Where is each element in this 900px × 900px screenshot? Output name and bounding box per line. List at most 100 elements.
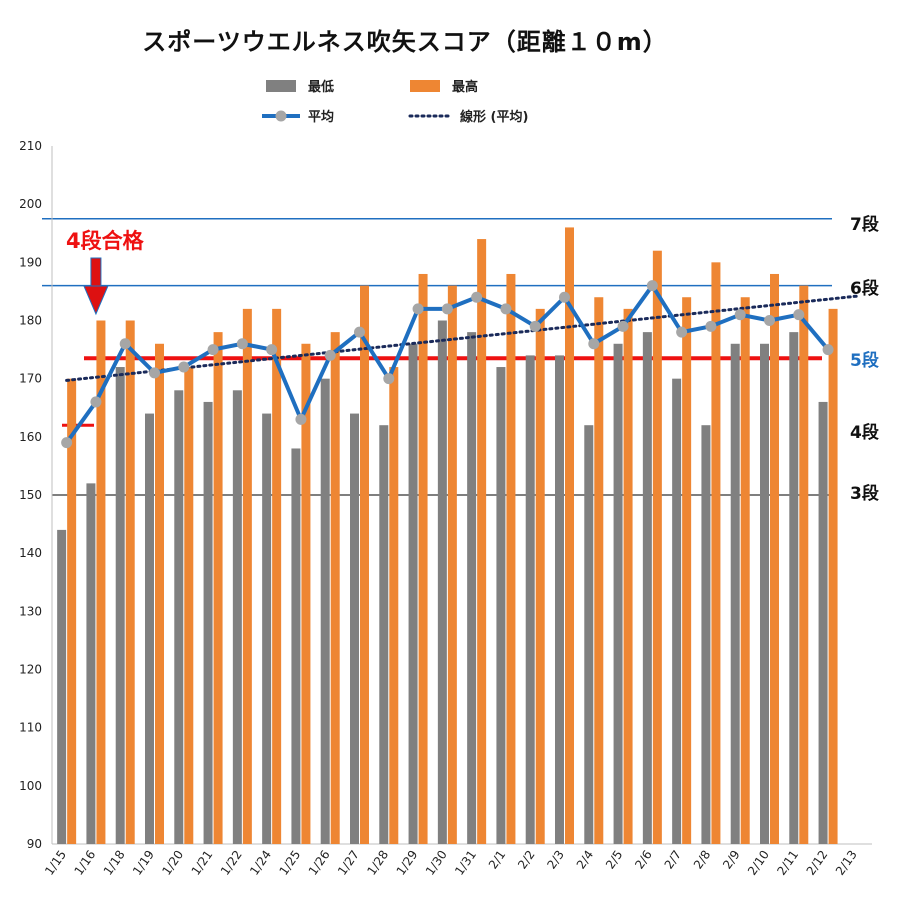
bar-low-1-16 [86, 483, 96, 844]
average-point-2-2 [529, 320, 541, 332]
y-tick-label: 90 [27, 837, 42, 851]
x-tick-label: 2/5 [603, 848, 626, 872]
x-tick-label: 1/29 [394, 848, 421, 878]
bar-high-2-6 [652, 250, 662, 844]
average-point-1-28 [383, 373, 395, 385]
bar-low-2-1 [496, 367, 506, 844]
bar-low-1-19 [145, 413, 154, 844]
x-tick-label: 1/18 [101, 848, 128, 878]
average-point-1-27 [354, 326, 365, 338]
bar-high-1-26 [330, 332, 340, 844]
bar-high-1-19 [155, 343, 164, 844]
x-tick-label: 1/28 [364, 848, 391, 878]
average-point-2-4 [588, 338, 600, 350]
average-point-1-24 [266, 344, 278, 356]
bar-high-2-2 [535, 308, 545, 844]
bar-high-2-8 [711, 262, 721, 844]
x-tick-label: 1/22 [218, 848, 245, 878]
bar-high-2-3 [565, 227, 574, 844]
bar-low-2-5 [613, 343, 623, 844]
x-tick-label: 2/8 [691, 848, 714, 872]
bar-low-2-3 [555, 355, 564, 844]
reference-label-2: 6段 [850, 278, 879, 299]
average-point-2-8 [705, 320, 717, 332]
average-point-2-12 [822, 344, 834, 356]
x-tick-label: 2/13 [833, 848, 860, 878]
x-tick-label: 1/26 [306, 848, 333, 878]
trendline-average [65, 294, 859, 382]
x-tick-label: 2/2 [515, 848, 538, 872]
bar-low-1-29 [408, 343, 418, 844]
y-tick-label: 140 [19, 546, 42, 560]
bar-low-1-26 [320, 378, 330, 844]
x-tick-label: 2/11 [774, 848, 801, 878]
x-tick-label: 1/19 [130, 848, 157, 878]
bar-low-1-21 [203, 401, 213, 844]
y-tick-label: 130 [19, 604, 42, 618]
x-tick-label: 2/7 [662, 848, 685, 872]
reference-label-5: 3段 [850, 483, 879, 504]
bar-low-2-6 [642, 332, 652, 844]
bar-low-2-2 [525, 355, 535, 844]
bar-low-1-25 [291, 448, 301, 844]
x-tick-label: 1/16 [71, 848, 98, 878]
y-tick-label: 210 [19, 139, 42, 153]
bar-high-1-29 [418, 273, 428, 844]
chart-title: スポーツウエルネス吹矢スコア（距離１０m） [142, 28, 668, 56]
legend-label-low: 最低 [308, 79, 334, 95]
x-tick-label: 2/6 [632, 848, 655, 872]
average-point-1-31 [471, 291, 483, 303]
legend-swatch-low [266, 80, 296, 92]
reference-label-3: 5段 [850, 350, 879, 371]
bar-high-1-27 [360, 285, 369, 845]
bar-high-1-24 [272, 308, 282, 844]
x-tick-label: 2/10 [745, 848, 772, 878]
average-point-2-9 [734, 309, 746, 321]
average-point-1-26 [324, 349, 336, 361]
x-tick-label: 1/20 [159, 848, 186, 878]
average-point-1-30 [441, 303, 453, 315]
bar-high-2-9 [740, 297, 750, 844]
y-tick-label: 160 [19, 430, 42, 444]
bar-high-2-7 [682, 297, 692, 844]
bar-low-2-9 [730, 343, 740, 844]
bar-high-2-12 [828, 308, 838, 844]
average-point-1-19 [149, 367, 160, 379]
y-tick-label: 200 [19, 197, 42, 211]
bar-high-2-11 [799, 285, 809, 845]
bar-high-1-30 [447, 285, 457, 845]
bar-low-1-30 [437, 320, 447, 844]
reference-label-1: 7段 [850, 214, 879, 235]
bar-high-1-21 [213, 332, 223, 844]
bar-low-2-8 [701, 425, 711, 844]
bar-low-1-18 [115, 367, 125, 844]
x-tick-label: 2/1 [486, 848, 509, 872]
average-point-2-5 [617, 320, 629, 332]
bar-low-1-27 [350, 413, 359, 844]
bar-high-2-10 [770, 273, 779, 844]
down-arrow-icon [83, 285, 109, 316]
bar-low-2-10 [760, 343, 769, 844]
legend-marker-average [275, 110, 287, 122]
x-tick-label: 1/15 [42, 848, 69, 878]
x-tick-label: 2/4 [574, 848, 597, 872]
bar-high-1-16 [96, 320, 106, 844]
legend-label-trend: 線形 (平均) [460, 109, 528, 125]
bar-low-1-22 [232, 390, 242, 844]
average-point-1-16 [90, 396, 102, 408]
x-tick-label: 2/9 [720, 848, 743, 872]
bar-high-1-25 [301, 343, 311, 844]
reference-label-4: 4段 [850, 422, 879, 443]
bar-low-1-24 [262, 413, 272, 844]
y-tick-label: 110 [19, 721, 42, 735]
bar-high-1-28 [389, 367, 399, 844]
average-point-1-20 [178, 361, 190, 373]
average-point-1-15 [61, 437, 73, 449]
x-tick-label: 2/12 [804, 848, 831, 878]
x-tick-label: 1/21 [189, 848, 216, 878]
bar-low-1-28 [379, 425, 389, 844]
average-point-2-11 [793, 309, 805, 321]
x-tick-label: 1/27 [335, 848, 362, 878]
bar-high-1-22 [242, 308, 252, 844]
y-tick-label: 150 [19, 488, 42, 502]
